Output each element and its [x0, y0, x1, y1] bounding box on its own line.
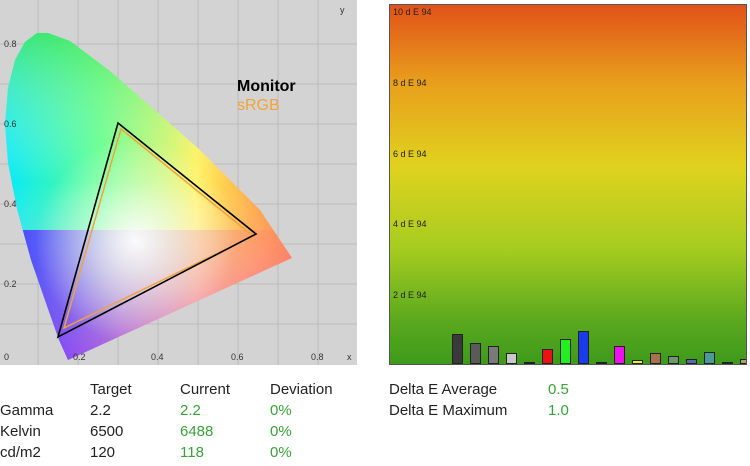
x-tick-0.6: 0.6 — [231, 352, 244, 362]
x-tick-0.4: 0.4 — [151, 352, 164, 362]
delta-e-bar-9 — [596, 362, 607, 364]
y-label-6: 6 d E 94 — [393, 149, 427, 159]
delta-e-bar-10 — [614, 346, 625, 364]
y-axis-letter: y — [340, 5, 345, 15]
origin-label: 0 — [4, 352, 9, 362]
y-label-2: 2 d E 94 — [393, 290, 427, 300]
delta-e-maximum-label: Delta E Maximum — [389, 402, 508, 419]
row-kelvin-target: 6500 — [90, 423, 124, 440]
row-gamma-target: 2.2 — [90, 402, 111, 419]
row-kelvin-current: 6488 — [180, 423, 214, 440]
y-tick-0.6: 0.6 — [4, 119, 17, 129]
y-tick-0.2: 0.2 — [4, 279, 17, 289]
x-tick-0.8: 0.8 — [311, 352, 324, 362]
legend-monitor: Monitor — [237, 78, 296, 95]
row-luminance-current: 118 — [180, 444, 204, 461]
delta-e-bar-4 — [506, 353, 517, 364]
delta-e-bar-17 — [740, 359, 746, 364]
x-tick-0.2: 0.2 — [73, 352, 86, 362]
row-kelvin-deviation: 0% — [270, 423, 292, 440]
srgb-triangle — [62, 127, 255, 330]
delta-e-bar-6 — [542, 349, 553, 364]
delta-e-chart: 10 d E 94 8 d E 94 6 d E 94 4 d E 94 2 d… — [389, 4, 747, 365]
delta-e-bar-5 — [524, 362, 535, 364]
row-gamma-current: 2.2 — [180, 402, 201, 419]
delta-e-average-value: 0.5 — [548, 381, 569, 398]
delta-e-bar-11 — [632, 360, 643, 364]
delta-e-bar-14 — [686, 359, 697, 364]
srgb-gamut-triangle — [62, 127, 255, 330]
delta-e-bar-7 — [560, 339, 571, 364]
row-gamma-label: Gamma — [0, 402, 54, 419]
delta-e-bar-16 — [722, 362, 733, 364]
delta-e-bar-1 — [452, 334, 463, 364]
y-label-10: 10 d E 94 — [393, 7, 432, 17]
monitor-triangle — [56, 121, 258, 339]
cie-gamut-fill — [5, 33, 292, 360]
delta-e-bar-2 — [470, 343, 481, 364]
row-gamma-deviation: 0% — [270, 402, 292, 419]
delta-e-maximum-value: 1.0 — [548, 402, 569, 419]
y-tick-0.4: 0.4 — [4, 199, 17, 209]
delta-e-bar-3 — [488, 346, 499, 364]
delta-e-bar-13 — [668, 356, 679, 364]
delta-e-bar-12 — [650, 353, 661, 364]
delta-e-bar-8 — [578, 331, 589, 364]
y-label-8: 8 d E 94 — [393, 78, 427, 88]
row-kelvin-label: Kelvin — [0, 423, 41, 440]
y-tick-0.8: 0.8 — [4, 39, 17, 49]
delta-e-bar-15 — [704, 352, 715, 364]
header-current: Current — [180, 381, 231, 398]
cie-diagram: 0.8 0.6 0.4 0.2 0 y 0.2 0.4 0.6 0.8 x Mo… — [0, 0, 357, 365]
row-luminance-deviation: 0% — [270, 444, 292, 461]
row-luminance-label: cd/m2 — [0, 444, 41, 461]
header-target: Target — [90, 381, 132, 398]
legend-srgb: sRGB — [237, 97, 280, 114]
delta-e-average-label: Delta E Average — [389, 381, 498, 398]
x-axis-letter: x — [347, 352, 352, 362]
monitor-gamut-triangle — [56, 121, 258, 339]
header-deviation: Deviation — [270, 381, 333, 398]
y-label-4: 4 d E 94 — [393, 219, 427, 229]
row-luminance-target: 120 — [90, 444, 116, 461]
cie-diagram-panel: 0.8 0.6 0.4 0.2 0 y 0.2 0.4 0.6 0.8 x Mo… — [0, 0, 357, 365]
